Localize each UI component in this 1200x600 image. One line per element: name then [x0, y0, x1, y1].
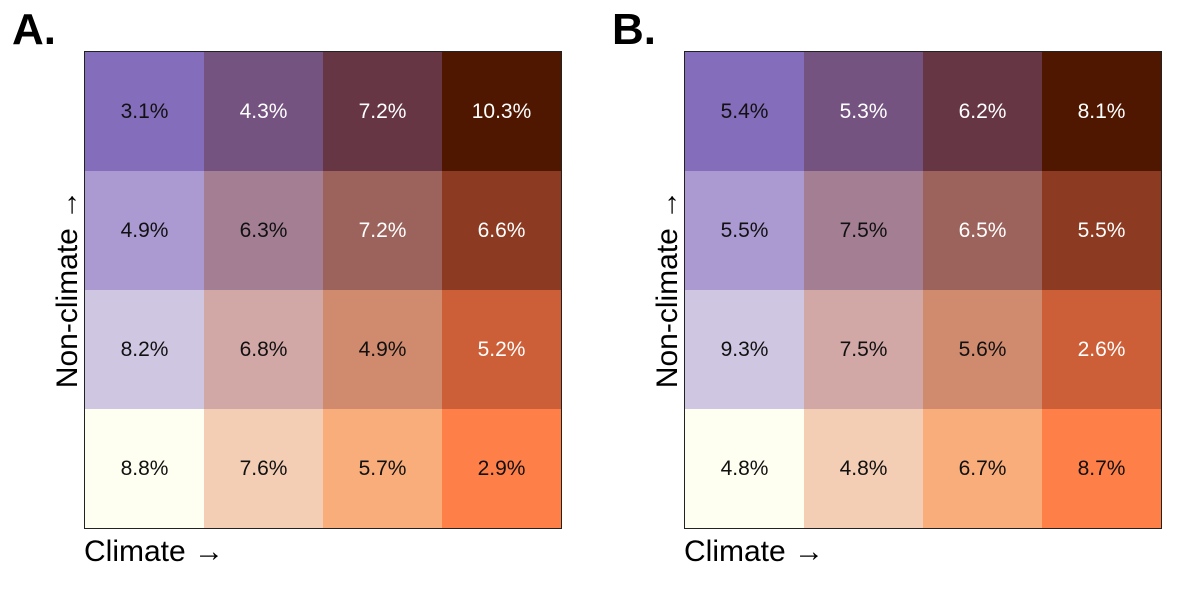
heatmap-cell: 10.3% — [442, 52, 561, 171]
heatmap-cell: 6.6% — [442, 171, 561, 290]
heatmap-cell: 6.5% — [923, 171, 1042, 290]
heatmap-cell: 7.2% — [323, 171, 442, 290]
heatmap-cell: 4.9% — [85, 171, 204, 290]
panel-b: B. 5.4% 5.3% 6.2% 8.1% 5.5% 7.5% 6.5% 5.5% 9.3% 7… — [600, 0, 1200, 600]
heatmap-cell: 2.9% — [442, 409, 561, 528]
heatmap-grid: 3.1% 4.3% 7.2% 10.3% 4.9% 6.3% 7.2% 6.6% 8.2% 6.8… — [84, 51, 562, 529]
heatmap-cell: 3.1% — [85, 52, 204, 171]
heatmap-cell: 6.3% — [204, 171, 323, 290]
heatmap-cell: 5.6% — [923, 290, 1042, 409]
heatmap-cell: 8.7% — [1042, 409, 1161, 528]
heatmap-cell: 8.8% — [85, 409, 204, 528]
heatmap-cell: 5.5% — [1042, 171, 1161, 290]
heatmap-cell: 6.8% — [204, 290, 323, 409]
heatmap-cell: 4.3% — [204, 52, 323, 171]
heatmap-cell: 4.8% — [804, 409, 923, 528]
heatmap-grid: 5.4% 5.3% 6.2% 8.1% 5.5% 7.5% 6.5% 5.5% 9.3% 7.5%… — [684, 51, 1162, 529]
y-axis-label: Non-climate → — [51, 189, 84, 389]
heatmap-cell: 4.9% — [323, 290, 442, 409]
heatmap-cell: 5.7% — [323, 409, 442, 528]
heatmap-cell: 8.1% — [1042, 52, 1161, 171]
heatmap-cell: 5.4% — [685, 52, 804, 171]
panel-letter: B. — [612, 5, 656, 54]
heatmap-cell: 4.8% — [685, 409, 804, 528]
panel-letter: A. — [12, 5, 56, 54]
heatmap-cell: 7.6% — [204, 409, 323, 528]
x-axis-label: Climate → — [684, 535, 825, 568]
heatmap-cell: 5.5% — [685, 171, 804, 290]
heatmap-cell: 8.2% — [85, 290, 204, 409]
heatmap-cell: 7.2% — [323, 52, 442, 171]
heatmap-cell: 7.5% — [804, 290, 923, 409]
y-axis-label: Non-climate → — [651, 189, 684, 389]
panel-a: A. 3.1% 4.3% 7.2% 10.3% 4.9% 6.3% 7.2% 6.6% 8.2%… — [12, 5, 562, 568]
heatmap-cell: 2.6% — [1042, 290, 1161, 409]
heatmap-cell: 5.3% — [804, 52, 923, 171]
heatmap-cell: 5.2% — [442, 290, 561, 409]
heatmap-cell: 9.3% — [685, 290, 804, 409]
heatmap-cell: 7.5% — [804, 171, 923, 290]
x-axis-label: Climate → — [84, 535, 225, 568]
heatmap-cell: 6.7% — [923, 409, 1042, 528]
heatmap-cell: 6.2% — [923, 52, 1042, 171]
